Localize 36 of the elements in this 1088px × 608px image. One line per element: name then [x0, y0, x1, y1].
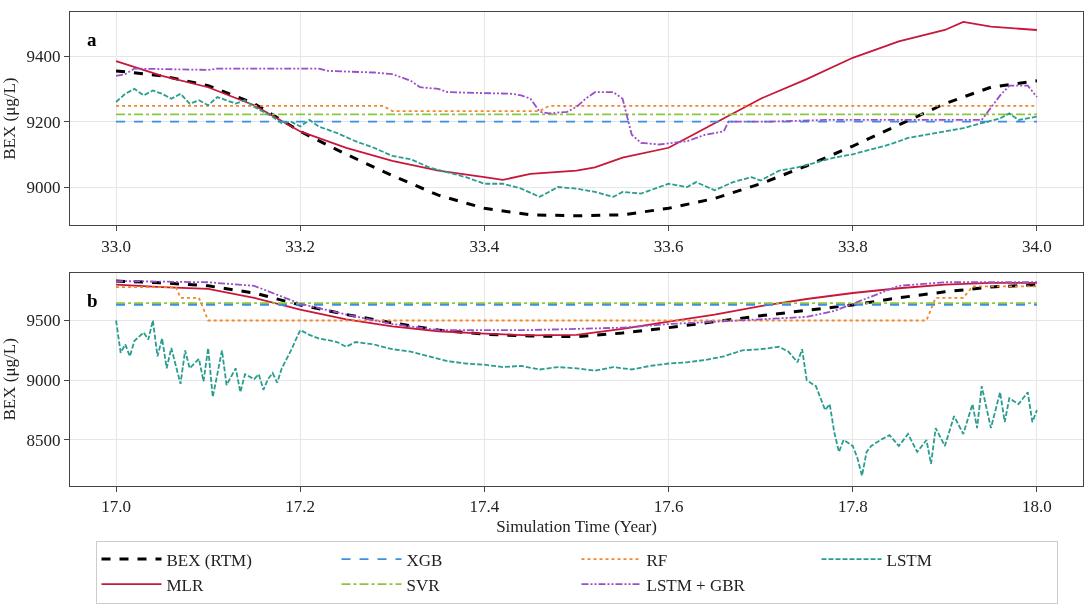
x-tick-label: 33.4 [469, 236, 500, 256]
y-tick-label: 9500 [26, 311, 61, 331]
x-tick-label: 17.2 [285, 497, 316, 517]
y-tick-label: 9000 [26, 177, 61, 197]
x-tick-label: 33.6 [653, 236, 684, 256]
x-tick-label: 33.2 [285, 236, 316, 256]
x-axis-title: Simulation Time (Year) [496, 516, 657, 536]
legend-label: LSTM [886, 550, 932, 570]
x-tick-label: 17.8 [837, 497, 868, 517]
x-tick-label: 34.0 [1022, 236, 1052, 256]
y-tick-label: 8500 [26, 430, 61, 450]
legend-label: BEX (RTM) [166, 550, 252, 570]
line-series [114, 69, 1039, 218]
legend-label: MLR [166, 575, 204, 595]
y-axis-title: BEX (μg/L) [0, 77, 20, 160]
line-series [115, 67, 1038, 146]
legend-label: RF [646, 550, 668, 570]
x-tick-label: 18.0 [1022, 497, 1052, 517]
y-tick-label: 9200 [26, 112, 61, 132]
y-tick-label: 9000 [26, 371, 61, 391]
line-series [115, 87, 1038, 198]
annotation: b [87, 290, 98, 311]
x-tick-label: 17.6 [653, 497, 684, 517]
line-series [115, 285, 1038, 322]
legend-label: LSTM + GBR [646, 575, 746, 595]
x-tick-label: 17.4 [469, 497, 500, 517]
x-tick-label: 17.0 [101, 497, 131, 517]
y-axis-title: BEX (μg/L) [0, 338, 20, 421]
annotation: a [87, 29, 97, 50]
line-series [115, 319, 1038, 477]
line-series [115, 20, 1038, 181]
x-tick-label: 33.8 [837, 236, 868, 256]
legend-label: SVR [406, 575, 441, 595]
y-tick-label: 9400 [26, 47, 61, 67]
legend-label: XGB [406, 550, 443, 570]
x-tick-label: 33.0 [101, 236, 131, 256]
